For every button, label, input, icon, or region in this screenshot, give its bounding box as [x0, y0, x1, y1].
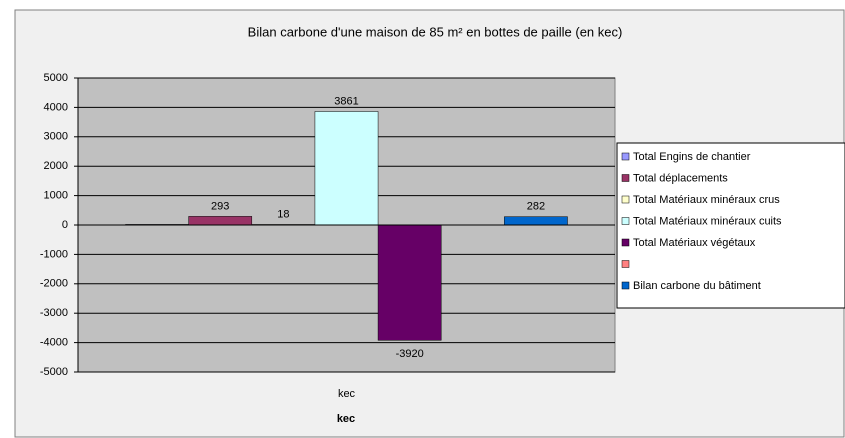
legend-swatch [621, 152, 630, 161]
legend-swatch [621, 260, 630, 268]
y-tick-label: -5000 [40, 366, 68, 378]
legend-swatch [621, 238, 630, 247]
legend [616, 142, 845, 309]
legend-label: Total Matériaux végétaux [633, 237, 756, 249]
y-tick-label: 4000 [44, 101, 68, 113]
legend-swatch [621, 195, 630, 204]
y-tick-label: -1000 [40, 248, 68, 260]
value-label: 293 [211, 200, 229, 212]
value-label: -3920 [396, 348, 424, 360]
bar [314, 111, 379, 226]
y-tick-label: 0 [62, 219, 68, 231]
legend-label: Total déplacements [633, 172, 728, 184]
y-tick-label: -3000 [40, 307, 68, 319]
y-tick-label: -2000 [40, 278, 68, 290]
bar [188, 216, 253, 226]
y-tick-label: 3000 [44, 131, 68, 143]
value-label: 18 [277, 208, 289, 220]
value-label: 3861 [334, 95, 358, 107]
y-tick-label: 1000 [44, 190, 68, 202]
legend-label: Total Matériaux minéraux crus [633, 194, 780, 206]
legend-swatch [621, 281, 630, 290]
legend-swatch [621, 217, 630, 225]
x-axis-title: kec [337, 413, 355, 425]
bar [377, 224, 442, 341]
legend-swatch [621, 174, 630, 182]
bar [504, 216, 568, 226]
chart-title: Bilan carbone d'une maison de 85 m² en b… [248, 24, 623, 39]
y-tick-label: 2000 [44, 160, 68, 172]
value-label: 282 [527, 201, 545, 213]
y-tick-label: 5000 [44, 72, 68, 84]
x-tick-label: kec [338, 388, 356, 400]
legend-label: Total Matériaux minéraux cuits [633, 215, 782, 227]
y-tick-label: -4000 [40, 337, 68, 349]
legend-label: Total Engins de chantier [633, 151, 751, 163]
legend-label: Bilan carbone du bâtiment [633, 280, 761, 292]
